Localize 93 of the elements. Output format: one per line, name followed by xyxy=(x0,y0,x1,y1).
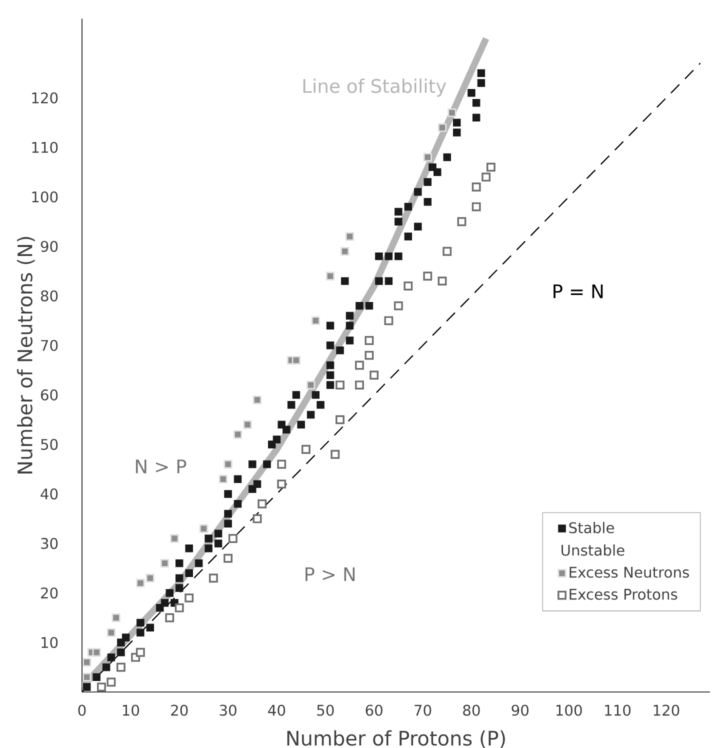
point xyxy=(218,474,228,484)
point xyxy=(106,678,116,687)
point xyxy=(224,554,233,563)
point xyxy=(170,534,179,543)
point xyxy=(438,123,447,132)
point xyxy=(106,628,116,637)
legend-label: Excess Protons xyxy=(570,588,678,600)
x-tick-label: 10 xyxy=(122,704,140,716)
point xyxy=(472,182,481,192)
x-tick-label: 20 xyxy=(171,704,188,716)
series-label: Line of Stability xyxy=(303,78,446,97)
point xyxy=(174,603,184,612)
x-tick-label: 80 xyxy=(463,704,480,716)
y-tick-label: 80 xyxy=(40,290,58,302)
point xyxy=(370,370,379,380)
point xyxy=(228,534,238,543)
point xyxy=(199,524,208,533)
point xyxy=(112,613,120,622)
point xyxy=(160,558,170,568)
point xyxy=(355,360,364,370)
x-tick-label: 40 xyxy=(268,704,286,716)
point xyxy=(136,578,145,588)
x-tick-label: 120 xyxy=(654,704,680,716)
y-tick-label: 120 xyxy=(32,92,58,104)
point xyxy=(92,648,101,657)
point xyxy=(340,247,350,256)
point xyxy=(301,444,310,454)
point xyxy=(448,108,456,118)
legend-label: Excess Neutrons xyxy=(570,566,689,578)
x-tick-label: 90 xyxy=(512,704,528,716)
point xyxy=(277,460,286,469)
point xyxy=(258,499,267,508)
x-tick-label: 50 xyxy=(317,704,334,716)
text: P = N xyxy=(554,284,603,298)
y-tick-label: 20 xyxy=(41,587,58,599)
y-tick-label: 50 xyxy=(41,438,58,450)
point xyxy=(243,420,252,429)
legend-title: Unstable xyxy=(562,544,624,556)
point xyxy=(208,574,218,583)
point xyxy=(336,380,344,390)
point xyxy=(252,396,262,404)
point xyxy=(423,272,432,281)
point xyxy=(116,662,126,672)
y-tick-label: 70 xyxy=(41,340,58,351)
x-tick-label: 60 xyxy=(366,704,382,716)
point xyxy=(482,172,491,182)
y-tick-label: 60 xyxy=(40,389,58,400)
point xyxy=(146,574,154,582)
x-tick-label: 30 xyxy=(220,704,236,716)
point xyxy=(404,282,413,290)
point xyxy=(423,152,432,162)
point xyxy=(224,460,232,469)
point xyxy=(364,336,374,345)
point xyxy=(486,162,496,172)
point xyxy=(82,658,92,667)
point xyxy=(326,272,335,280)
y-tick-label: 30 xyxy=(41,538,58,550)
x-tick-label: 0 xyxy=(78,704,86,716)
y-tick-label: 90 xyxy=(40,240,58,252)
point xyxy=(306,380,316,390)
x-tick-label: 100 xyxy=(556,704,582,716)
point xyxy=(165,613,174,622)
y-axis-title: Number of Neutrons (N) xyxy=(16,236,35,474)
point xyxy=(97,682,106,692)
x-tick-label: 70 xyxy=(414,704,432,716)
point xyxy=(472,202,481,212)
point xyxy=(457,217,466,226)
point xyxy=(277,480,286,489)
point xyxy=(292,356,301,365)
point xyxy=(233,430,242,439)
legend-label: Stable xyxy=(569,522,614,534)
point xyxy=(184,593,194,602)
y-tick-label: 110 xyxy=(32,142,58,153)
y-tick-label: 100 xyxy=(32,191,58,202)
point xyxy=(345,232,354,241)
y-tick-label: 40 xyxy=(40,488,58,500)
x-axis-title: Number of Protons (P) xyxy=(287,730,505,748)
point xyxy=(311,316,320,326)
point xyxy=(330,450,340,459)
point xyxy=(364,350,374,360)
point xyxy=(136,648,145,657)
annotation: N > P xyxy=(136,460,186,474)
point xyxy=(355,380,364,390)
point xyxy=(442,246,452,256)
point xyxy=(252,514,262,524)
y-tick-label: 10 xyxy=(42,636,58,648)
annotation: P > N xyxy=(306,567,355,581)
point xyxy=(438,276,447,286)
point xyxy=(336,415,344,424)
point xyxy=(82,672,92,682)
point xyxy=(384,316,394,326)
x-tick-label: 110 xyxy=(605,704,631,716)
point xyxy=(394,301,403,310)
